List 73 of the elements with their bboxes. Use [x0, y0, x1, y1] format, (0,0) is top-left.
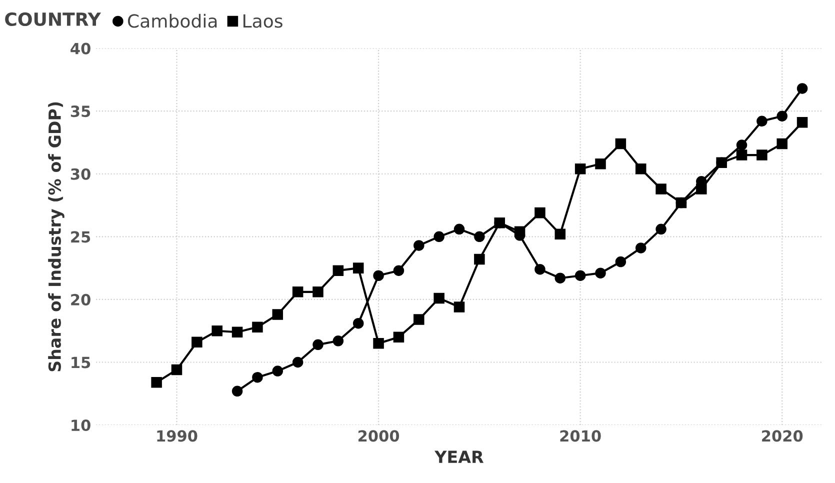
point — [796, 83, 808, 94]
point — [272, 366, 284, 376]
point — [312, 339, 324, 350]
point — [192, 336, 202, 348]
point — [676, 197, 687, 208]
point — [635, 242, 646, 254]
legend-title: COUNTRY — [5, 12, 102, 26]
point — [454, 302, 465, 312]
point — [554, 272, 566, 284]
point — [474, 231, 485, 242]
point — [514, 226, 526, 238]
point — [534, 207, 546, 218]
x-tick-label: 1990 — [157, 430, 198, 442]
point — [414, 240, 424, 251]
point — [736, 140, 748, 150]
y-tick-label: 40 — [70, 42, 90, 54]
point — [272, 309, 284, 320]
point — [615, 138, 626, 150]
point — [796, 117, 808, 128]
x-tick-label: 2010 — [560, 430, 601, 442]
point — [574, 270, 586, 281]
y-tick-label: 10 — [72, 420, 90, 432]
point — [756, 150, 768, 160]
point — [393, 332, 404, 343]
point — [534, 264, 546, 275]
point — [595, 268, 606, 278]
point — [434, 292, 444, 304]
point — [212, 325, 222, 336]
y-tick-label: 15 — [72, 356, 90, 368]
point — [171, 364, 182, 376]
point — [312, 286, 324, 298]
point — [352, 318, 364, 329]
point — [494, 217, 505, 228]
y-tick-label: 25 — [71, 231, 90, 243]
point — [615, 256, 626, 268]
legend-label: Cambodia — [128, 14, 217, 28]
point — [635, 163, 646, 174]
point — [252, 322, 263, 332]
y-tick-label: 30 — [70, 168, 90, 180]
point — [332, 336, 344, 346]
point — [454, 224, 465, 235]
point — [656, 184, 666, 194]
point — [696, 184, 707, 194]
point — [373, 338, 384, 349]
point — [656, 224, 666, 235]
x-tick-label: 2000 — [358, 430, 400, 442]
point — [252, 372, 263, 383]
y-tick-label: 20 — [71, 294, 90, 306]
point — [776, 138, 788, 150]
point — [232, 326, 243, 338]
y-tick-label: 35 — [70, 106, 90, 118]
point — [332, 265, 344, 276]
point — [776, 110, 788, 122]
point — [716, 157, 727, 168]
point — [434, 231, 444, 242]
point — [393, 265, 404, 276]
point — [736, 150, 748, 160]
point — [574, 163, 586, 174]
y-axis-title: Share of Industry (% of GDP) — [48, 102, 64, 372]
point — [595, 158, 606, 170]
point — [292, 286, 304, 298]
point — [232, 386, 243, 397]
x-axis-title: YEAR — [434, 450, 484, 463]
point — [352, 262, 364, 274]
legend-label: Laos — [244, 14, 282, 28]
x-tick-label: 2020 — [762, 430, 803, 442]
point — [373, 270, 384, 281]
point — [151, 376, 162, 388]
point — [756, 116, 768, 127]
point — [292, 356, 304, 368]
point — [554, 228, 566, 240]
point — [474, 254, 485, 265]
point — [414, 314, 424, 325]
